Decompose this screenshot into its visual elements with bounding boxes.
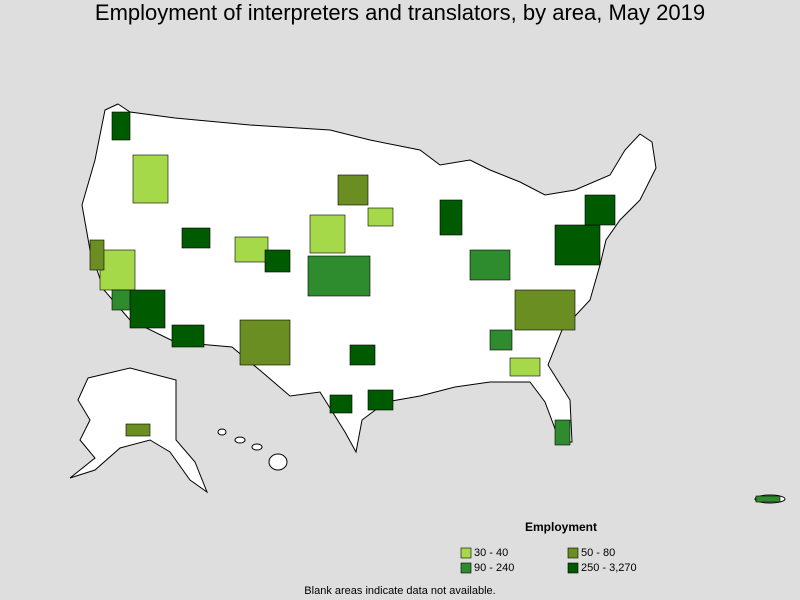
area	[439, 199, 463, 236]
area	[264, 249, 291, 273]
hawaii	[217, 428, 288, 471]
area	[509, 357, 541, 377]
area	[99, 249, 136, 291]
area	[349, 344, 376, 366]
legend-label: 250 - 3,270	[581, 562, 637, 574]
area	[129, 289, 166, 329]
note: Blank areas indicate data not available.	[304, 585, 495, 597]
area	[111, 111, 131, 141]
legend-swatch	[567, 547, 579, 559]
legend: Employment 30 - 40 50 - 80 90 - 240 250 - 3…	[460, 520, 637, 574]
area	[234, 236, 269, 263]
map-title: Employment of interpreters and translato…	[95, 0, 705, 25]
area	[514, 289, 576, 331]
area	[337, 174, 369, 206]
legend-label: 30 - 40	[474, 547, 508, 559]
area	[239, 319, 291, 366]
area	[489, 329, 513, 351]
legend-label: 90 - 240	[474, 562, 514, 574]
area	[125, 423, 151, 437]
area	[367, 389, 394, 411]
legend-label: 50 - 80	[581, 547, 615, 559]
area	[111, 289, 131, 311]
area	[89, 239, 105, 271]
area	[367, 207, 394, 227]
map	[69, 103, 786, 504]
area	[307, 255, 371, 297]
legend-swatch	[460, 562, 472, 574]
legend-swatch	[460, 547, 472, 559]
legend-title: Employment	[525, 520, 597, 534]
legend-swatch	[567, 562, 579, 574]
area	[469, 249, 511, 281]
area	[171, 324, 205, 348]
area	[329, 394, 353, 414]
area-patches	[89, 111, 781, 503]
area	[132, 154, 169, 204]
area	[554, 419, 571, 446]
area	[554, 224, 601, 266]
area	[309, 214, 346, 254]
area	[584, 194, 616, 226]
area	[755, 495, 781, 503]
area	[181, 227, 211, 249]
